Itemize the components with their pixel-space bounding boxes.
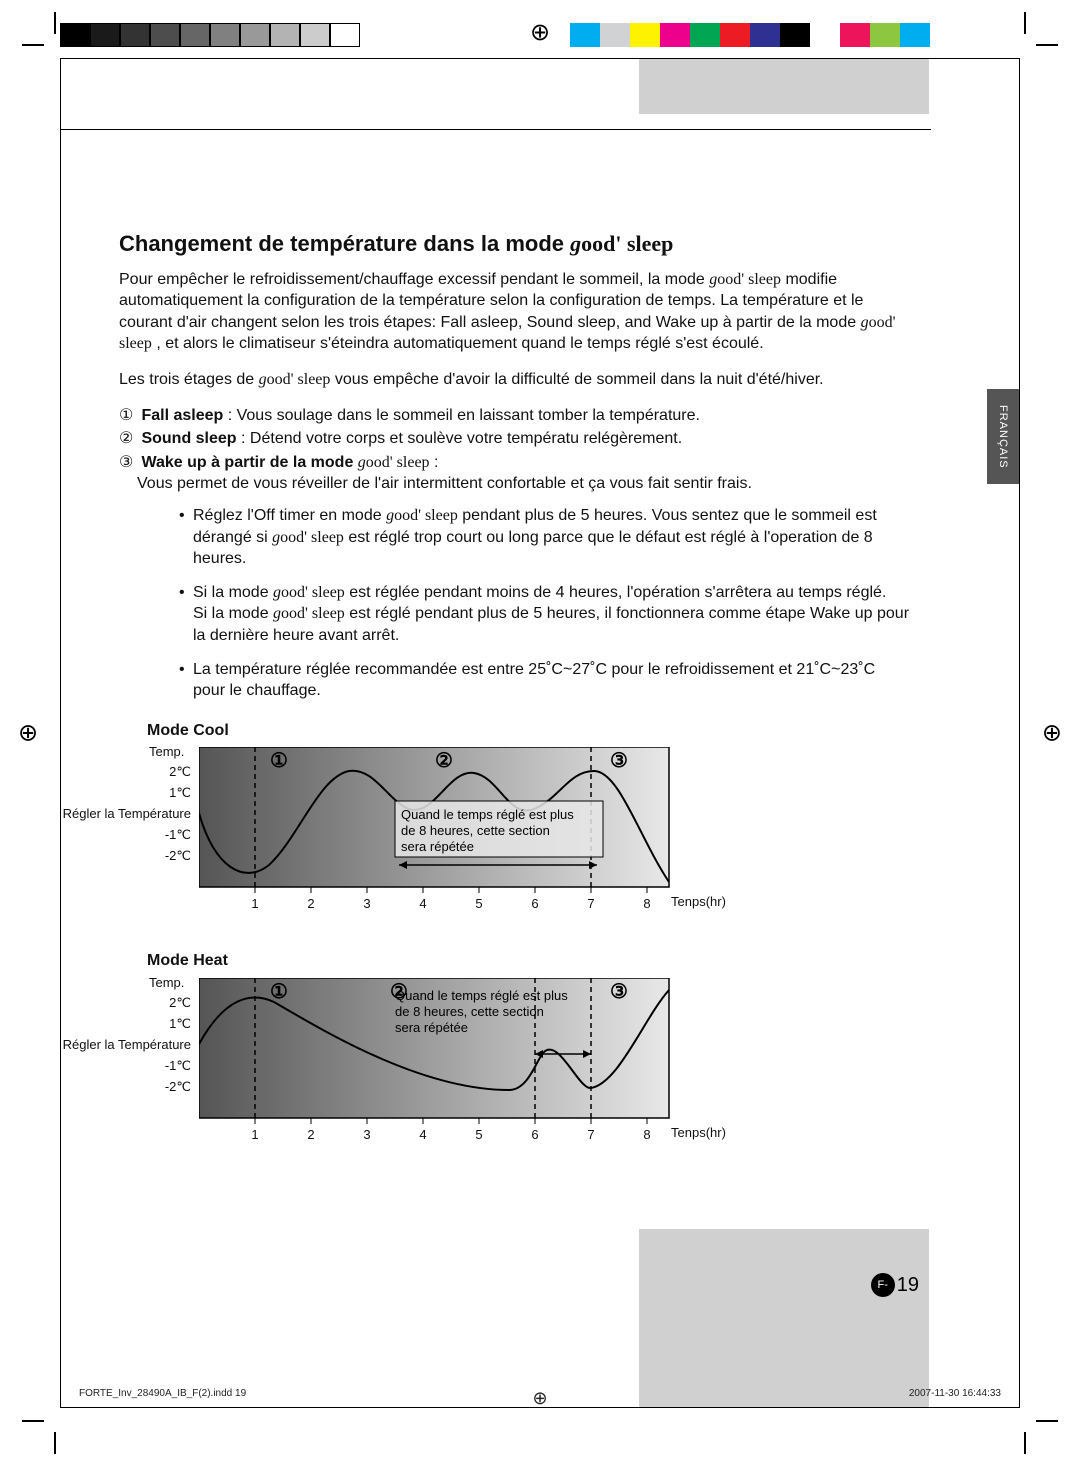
goodsleep-logo: good' sleep (273, 584, 345, 601)
stage-1-desc: : Vous soulage dans le sommeil en laissa… (223, 407, 700, 424)
stage-3-num: ③ (119, 452, 137, 474)
stage-1: ① Fall asleep : Vous soulage dans le som… (119, 405, 909, 427)
notes-list: Réglez l'Off timer en mode good' sleep p… (179, 505, 909, 702)
goodsleep-logo: good' sleep (358, 454, 430, 471)
crop-mark (22, 1420, 44, 1422)
svg-text:①: ① (270, 750, 288, 772)
chart-heat: Temp.2℃1℃Régler la Température-1℃-2℃Quan… (199, 978, 839, 1163)
section-heading: Changement de température dans la mode g… (119, 229, 909, 259)
goodsleep-logo: good' sleep (259, 371, 331, 388)
footer: FORTE_Inv_28490A_IB_F(2).indd 19 ⊕ 2007-… (79, 1388, 1001, 1399)
crop-mark (1036, 44, 1058, 46)
footer-filename: FORTE_Inv_28490A_IB_F(2).indd 19 (79, 1388, 246, 1399)
goodsleep-logo: good' sleep (709, 271, 781, 288)
top-rule (61, 129, 931, 130)
note-1: Réglez l'Off timer en mode good' sleep p… (179, 505, 909, 570)
intro-paragraph-2: Les trois étages de good' sleep vous emp… (119, 369, 909, 391)
main-content: Changement de température dans la mode g… (119, 229, 909, 1171)
note-2: Si la mode good' sleep est réglée pendan… (179, 582, 909, 647)
stage-2-title: Sound sleep (137, 430, 237, 447)
svg-text:sera répétée: sera répétée (395, 1020, 468, 1035)
goodsleep-logo: good' sleep (386, 507, 458, 524)
language-tab: FRANÇAIS (987, 389, 1019, 484)
heading-text: Changement de température dans la mode (119, 231, 570, 256)
svg-text:③: ③ (610, 750, 628, 772)
intro-paragraph-1: Pour empêcher le refroidissement/chauffa… (119, 269, 909, 355)
grayscale-swatches (60, 23, 360, 47)
stage-3: ③ Wake up à partir de la mode good' slee… (119, 452, 909, 495)
goodsleep-logo: good' sleep (570, 231, 673, 256)
chart-cool-title: Mode Cool (147, 720, 909, 742)
crop-mark (54, 12, 56, 34)
svg-text:②: ② (390, 981, 408, 1003)
registration-mark-top: ⊕ (530, 18, 550, 47)
note-3: La température réglée recommandée est en… (179, 659, 909, 702)
goodsleep-logo: good' sleep (273, 605, 345, 622)
page-number: F-19 (871, 1273, 919, 1297)
svg-text:de 8 heures, cette section: de 8 heures, cette section (401, 823, 550, 838)
stage-3-desc: Vous permet de vous réveiller de l'air i… (137, 473, 752, 495)
svg-text:Quand le temps réglé est plus: Quand le temps réglé est plus (401, 807, 574, 822)
stage-2-num: ② (119, 428, 137, 450)
color-swatches (570, 23, 930, 47)
crop-mark (1024, 1432, 1026, 1454)
footer-timestamp: 2007-11-30 16:44:33 (909, 1388, 1001, 1399)
registration-mark-bottom: ⊕ (532, 1388, 547, 1409)
crop-mark (1024, 12, 1026, 34)
stage-2: ② Sound sleep : Détend votre corps et so… (119, 428, 909, 450)
stage-1-title: Fall asleep (137, 407, 223, 424)
crop-mark (22, 44, 44, 46)
svg-text:①: ① (270, 981, 288, 1003)
stage-1-num: ① (119, 405, 137, 427)
svg-text:③: ③ (610, 981, 628, 1003)
crop-mark (54, 1432, 56, 1454)
svg-text:de 8 heures, cette section: de 8 heures, cette section (395, 1004, 544, 1019)
svg-text:Quand le temps réglé est plus: Quand le temps réglé est plus (395, 988, 568, 1003)
svg-text:②: ② (435, 750, 453, 772)
goodsleep-logo: good' sleep (272, 529, 344, 546)
svg-text:sera répétée: sera répétée (401, 839, 474, 854)
registration-mark-left: ⊕ (18, 719, 38, 748)
chart-heat-title: Mode Heat (147, 950, 909, 972)
crop-mark (1036, 1420, 1058, 1422)
stage-2-desc: : Détend votre corps et soulève votre te… (237, 430, 683, 447)
chart-cool: Temp.2℃1℃Régler la Température-1℃-2℃Quan… (199, 747, 839, 932)
registration-mark-right: ⊕ (1042, 719, 1062, 748)
page-frame: FRANÇAIS Changement de température dans … (60, 58, 1020, 1408)
stage-3-title: Wake up à partir de la mode (137, 454, 358, 471)
